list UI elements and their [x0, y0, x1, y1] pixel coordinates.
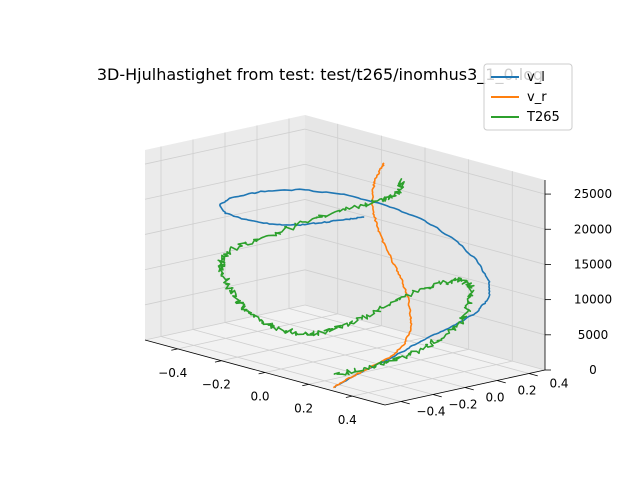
grid-back-z-0: [304, 304, 546, 371]
z-tick-label-2: 10000: [574, 293, 612, 307]
x-tick-label-1: −0.2: [202, 378, 231, 392]
grid-back-z-4: [304, 163, 546, 230]
grid-floor-y-2: [224, 322, 466, 388]
grid-back-z-1: [304, 269, 546, 336]
chart-title: 3D-Hjulhastighet from test: test/t265/in…: [97, 65, 543, 85]
x-tick-2: [258, 372, 266, 375]
grid-floor-y-3: [256, 315, 498, 381]
grid-left-z-0: [144, 304, 306, 341]
y-tick-1: [432, 394, 442, 398]
series-line-v_r: [332, 162, 413, 389]
y-tick-label-1: −0.2: [448, 398, 477, 412]
y-tick-2: [464, 387, 474, 391]
series-line-T265: [217, 178, 475, 376]
z-tick-label-0: 0: [589, 363, 597, 377]
legend-label-v_r: v_r: [527, 90, 547, 105]
x-tick-0: [171, 348, 178, 351]
z-tick-label-5: 25000: [574, 187, 612, 201]
series-lines: [217, 162, 491, 389]
series-line-v_l: [219, 188, 491, 389]
grid-floor-y-0: [160, 336, 402, 402]
grid-back-z-2: [304, 234, 546, 301]
y-tick-label-2: 0.0: [485, 391, 504, 405]
z-tick-labels: 0 5000 10000 15000 20000 25000: [545, 187, 612, 377]
grid-left-z-4: [144, 163, 306, 200]
grid-left-z-2: [144, 234, 306, 271]
legend-label-T265: T265: [526, 110, 560, 125]
y-tick-label-3: 0.2: [517, 384, 536, 398]
legend: v_l v_r T265: [483, 63, 573, 131]
z-tick-label-3: 15000: [574, 257, 612, 271]
x-tick-label-3: 0.2: [294, 401, 313, 415]
legend-label-v_l: v_l: [527, 70, 545, 85]
x-tick-3: [302, 383, 309, 387]
y-tick-label-0: −0.4: [416, 405, 445, 419]
x-tick-label-2: 0.0: [250, 390, 269, 404]
y-tick-3: [496, 380, 506, 384]
grid-left-z-1: [144, 269, 306, 306]
grid-back-z-5: [304, 128, 546, 195]
y-tick-labels: −0.4 −0.2 0.0 0.2 0.4: [400, 373, 569, 419]
y-tick-label-4: 0.4: [549, 377, 568, 391]
grid-left-z-3: [144, 199, 306, 235]
z-tick-label-4: 20000: [574, 222, 612, 236]
x-tick-1: [214, 360, 222, 363]
y-tick-4: [528, 373, 538, 377]
grid-left-z-5: [144, 128, 306, 165]
legend-frame: [483, 63, 573, 131]
grid-floor-y-4: [288, 308, 530, 374]
y-tick-0: [400, 401, 410, 405]
x-tick-label-0: −0.4: [158, 366, 187, 380]
x-tick-labels: −0.4 −0.2 0.0 0.2 0.4: [158, 348, 357, 427]
x-tick-label-4: 0.4: [338, 413, 357, 427]
grid-floor-y-1: [192, 329, 434, 395]
x-tick-4: [345, 395, 353, 398]
z-tick-label-1: 5000: [578, 328, 609, 342]
